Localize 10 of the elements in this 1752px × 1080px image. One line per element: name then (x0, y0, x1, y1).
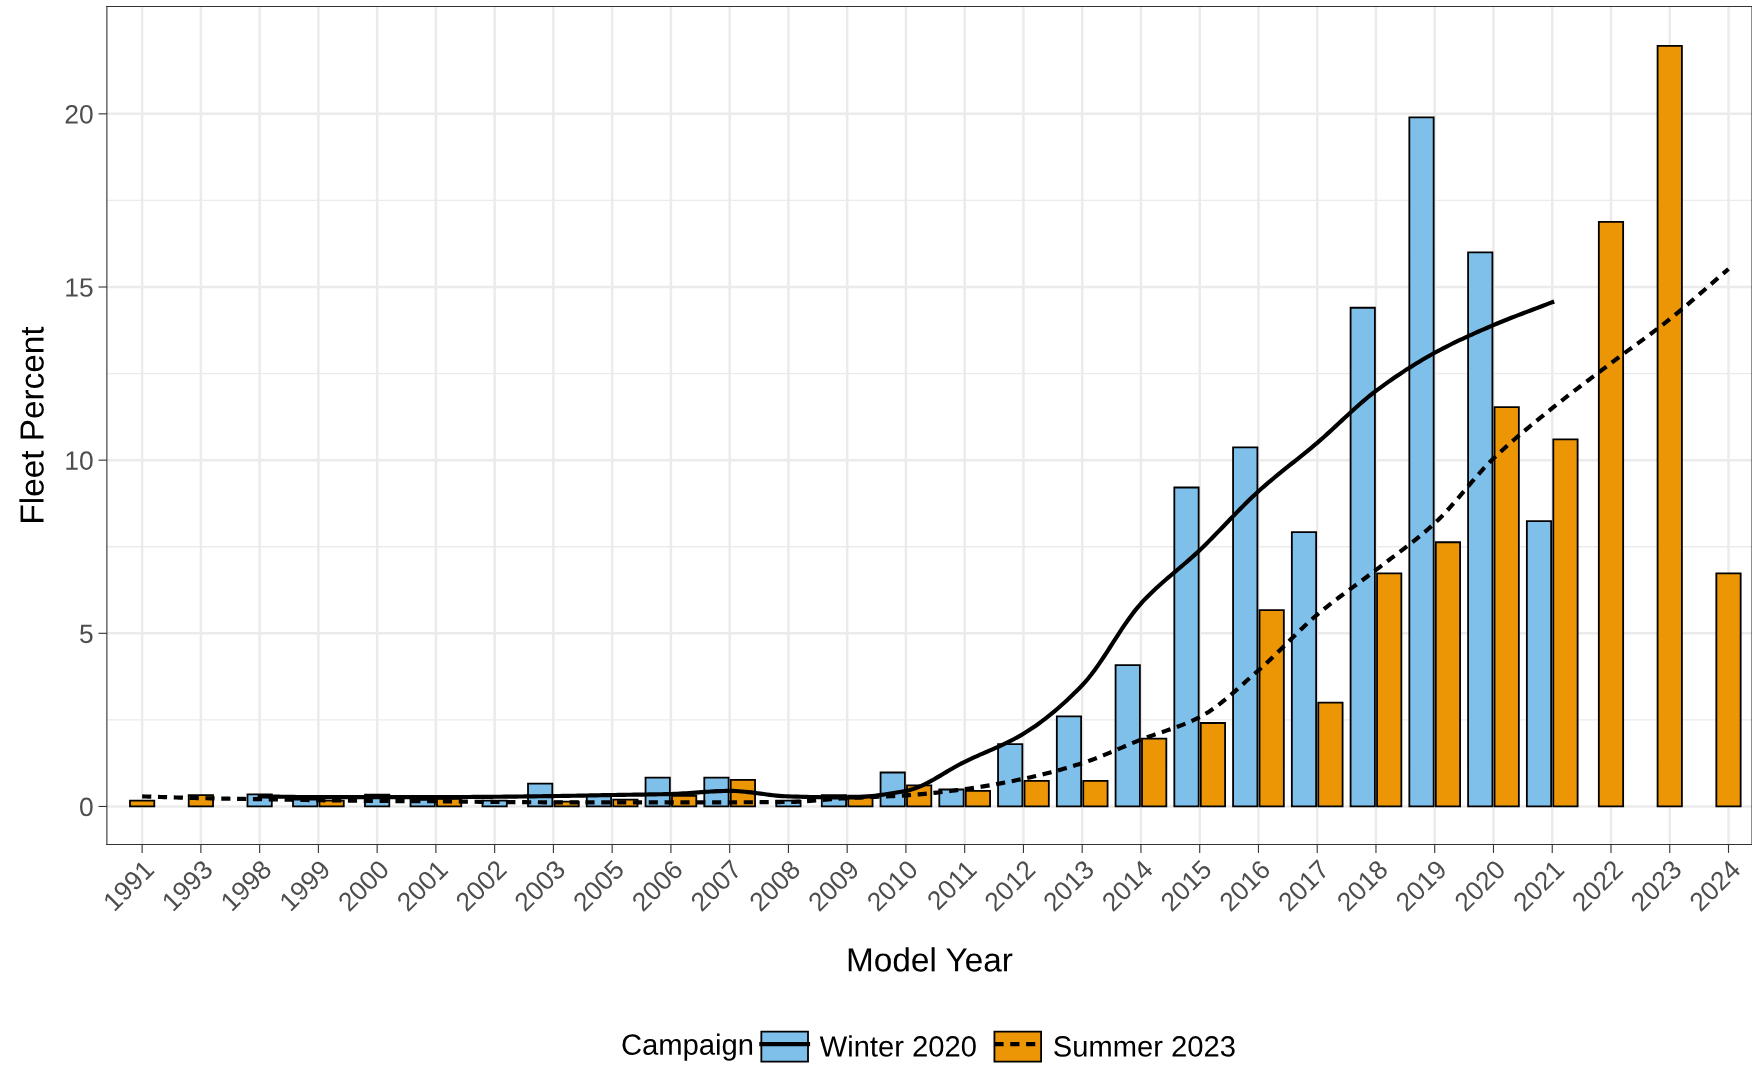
x-axis-title: Model Year (848, 947, 1013, 972)
y-tick-label: 20 (65, 104, 93, 124)
y-tick-label: 0 (80, 797, 93, 817)
y-tick-label: 15 (66, 278, 93, 297)
legend-title: Campaign (622, 1033, 753, 1061)
y-axis-title: Fleet Percent (19, 326, 44, 522)
legend-label: Summer 2023 (1054, 1036, 1235, 1057)
legend-label: Winter 2020 (819, 1035, 976, 1057)
y-tick-label: 5 (80, 624, 93, 644)
y-tick-label: 10 (66, 451, 93, 470)
